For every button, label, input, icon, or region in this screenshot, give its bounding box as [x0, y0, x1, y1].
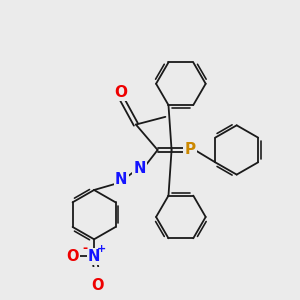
Text: O: O	[92, 278, 104, 293]
Text: O: O	[66, 249, 79, 264]
Text: N: N	[134, 161, 146, 176]
Text: +: +	[96, 244, 106, 254]
Text: N: N	[88, 249, 100, 264]
Text: N: N	[115, 172, 128, 188]
Text: O: O	[115, 85, 128, 100]
Text: -: -	[82, 242, 87, 255]
Text: P: P	[184, 142, 196, 158]
